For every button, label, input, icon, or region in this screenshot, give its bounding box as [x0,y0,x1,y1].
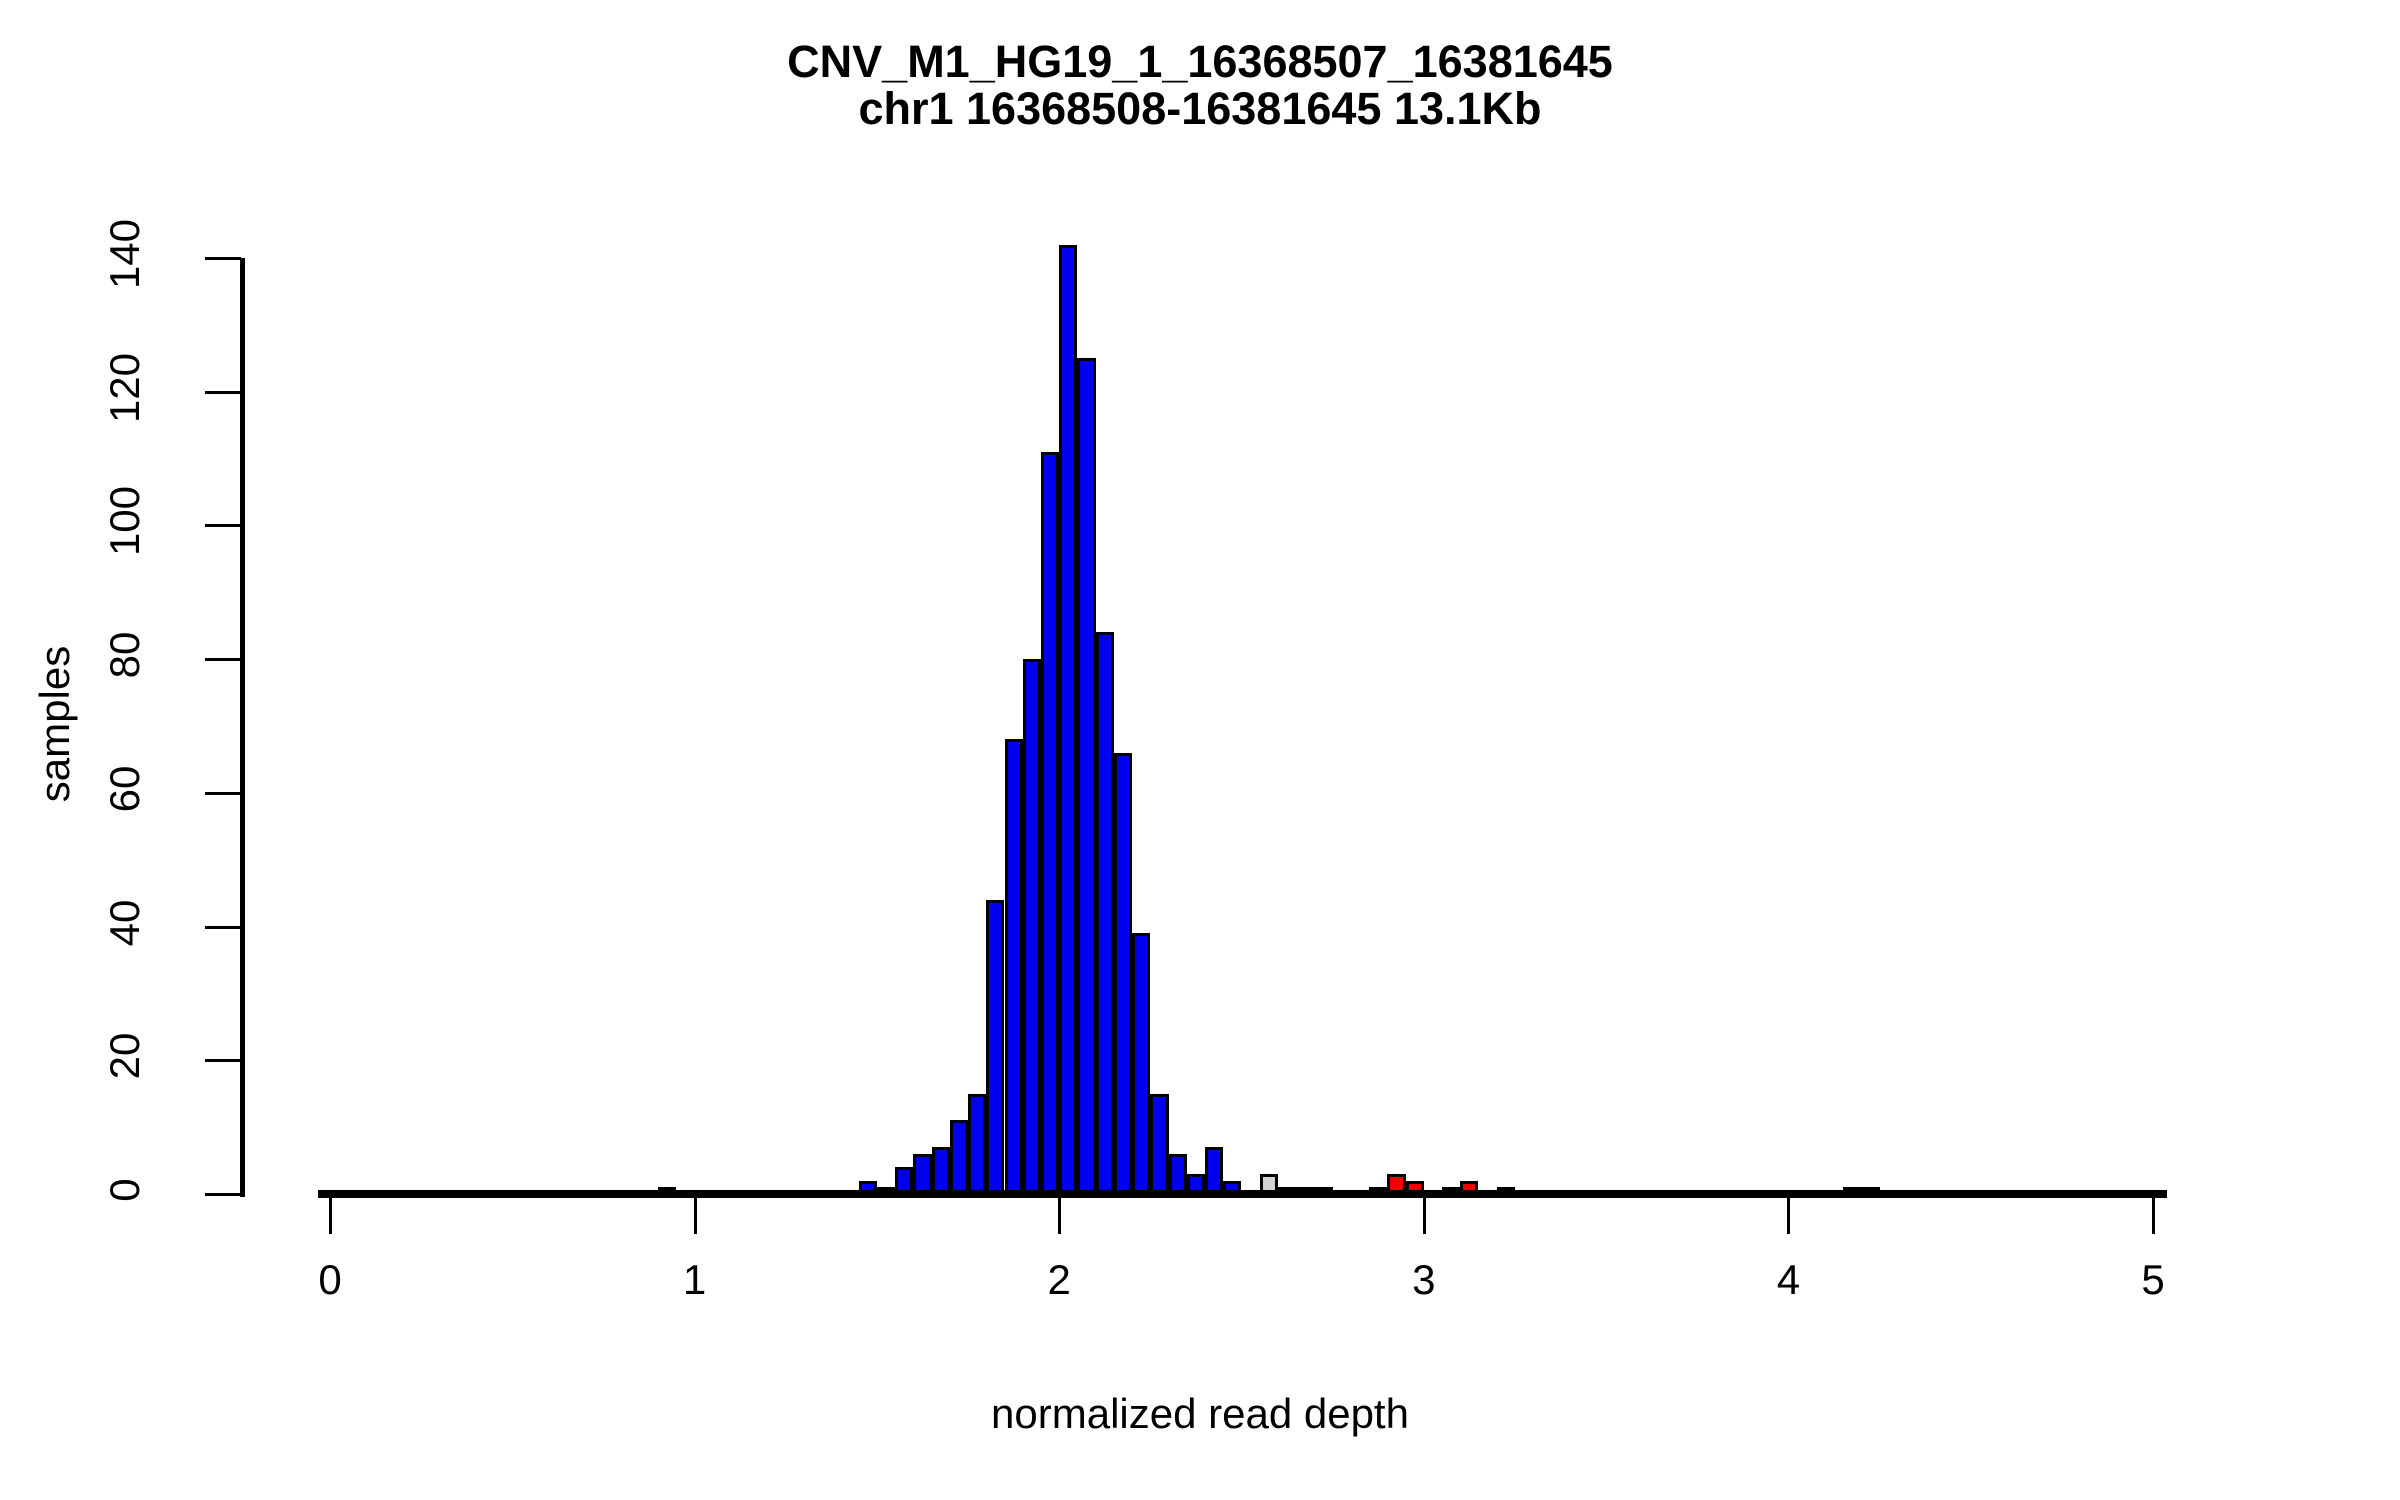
x-axis-tick-label: 4 [1776,1256,1801,1303]
y-axis-line [240,258,245,1197]
y-axis-tick [205,925,241,929]
histogram-bar [913,1153,932,1194]
y-axis-tick [205,791,241,795]
y-axis-tick [205,524,241,528]
y-axis-tick-label: 0 [101,1178,148,1202]
x-axis-tick-label: 0 [318,1256,342,1303]
y-axis-tick [205,1193,241,1196]
y-axis-tick-label: 140 [101,218,148,290]
y-axis-tick-label: 80 [101,631,148,679]
figure-title: CNV_M1_HG19_1_16368507_16381645 chr1 163… [0,38,2400,133]
y-axis-tick-label: 120 [101,352,148,423]
y-axis-tick [205,390,241,394]
x-axis-tick [1058,1198,1062,1234]
histogram-bar [931,1147,950,1194]
y-axis-tick-label: 60 [101,765,148,813]
x-axis-tick [2152,1198,2155,1234]
y-axis-label: samples [31,645,78,803]
histogram-bar [1077,358,1096,1194]
histogram-bar [1095,632,1114,1194]
histogram-bar [1113,752,1133,1194]
histogram-bar [1168,1153,1187,1194]
y-axis-tick [205,658,241,662]
y-axis-tick-label: 100 [101,486,148,557]
title-line-2: chr1 16368508-16381645 13.1Kb [858,83,1542,135]
y-axis-tick [205,1059,241,1063]
histogram-bar [986,899,1005,1194]
y-axis-tick [205,257,241,260]
x-axis-tick [1422,1198,1426,1234]
histogram-bar [968,1093,987,1194]
histogram-bar [1059,244,1078,1194]
x-axis-tick-label: 2 [1047,1256,1071,1303]
histogram-bar [1022,659,1041,1194]
histogram-bar [1132,933,1151,1194]
y-axis-tick-label: 40 [101,899,148,946]
x-axis-label: normalized read depth [991,1390,1409,1437]
x-axis-tick-label: 3 [1412,1256,1436,1303]
x-axis-tick [1787,1198,1791,1234]
y-axis-tick-label: 20 [101,1032,148,1080]
histogram-bar [1004,739,1023,1194]
histogram-bar [1040,451,1060,1194]
title-line-1: CNV_M1_HG19_1_16368507_16381645 [787,36,1613,87]
histogram-bar [949,1120,969,1194]
x-axis-tick-label: 1 [682,1256,707,1303]
x-axis-tick [693,1198,697,1234]
x-axis-tick [329,1198,332,1234]
histogram-bar [1205,1147,1224,1194]
histogram-bar [1150,1093,1169,1194]
x-axis-tick-label: 5 [2141,1256,2165,1303]
x-axis-line [318,1190,2167,1198]
